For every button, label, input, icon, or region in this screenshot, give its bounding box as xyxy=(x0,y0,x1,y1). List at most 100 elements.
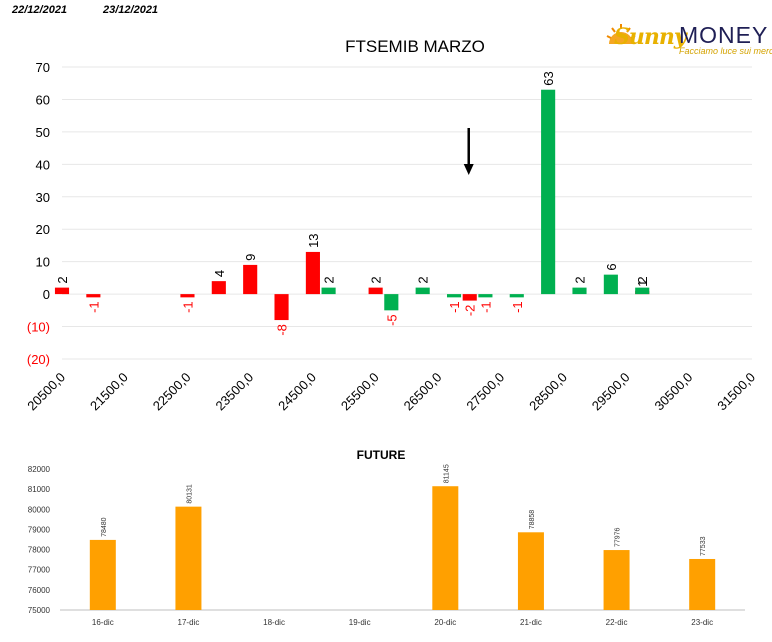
future-chart-title: FUTURE xyxy=(357,448,406,462)
down-arrow-annotation xyxy=(463,128,474,175)
y-tick-label: 70 xyxy=(36,60,50,75)
y-tick-label: 50 xyxy=(36,125,50,140)
data-label: 4 xyxy=(212,270,227,277)
future-bar xyxy=(89,539,116,610)
future-chart: FUTURE 75000 76000 77000 78000 79000 80000 810… xyxy=(28,448,745,627)
future-bar xyxy=(175,506,202,610)
data-label: 13 xyxy=(306,233,321,247)
data-label: 9 xyxy=(243,254,258,261)
x-tick-label: 24500,0 xyxy=(275,370,319,414)
green-bar xyxy=(635,287,650,295)
x-tick-label: 31500,0 xyxy=(714,370,758,414)
data-label: 2 xyxy=(416,276,431,283)
data-label: 81145 xyxy=(443,464,450,483)
x-tick-label: 19-dic xyxy=(349,618,371,627)
x-tick-label: 17-dic xyxy=(178,618,200,627)
data-label: -1 xyxy=(86,301,101,313)
green-bar xyxy=(446,294,462,298)
data-label: -1 xyxy=(180,301,195,313)
y-tick-label: 81000 xyxy=(28,485,51,494)
x-tick-label: 28500,0 xyxy=(526,370,570,414)
y-tick-label: 82000 xyxy=(28,465,51,474)
data-label: 6 xyxy=(604,263,619,270)
x-tick-label: 18-dic xyxy=(263,618,285,627)
data-label: 2 xyxy=(573,276,588,283)
y-tick-label: 79000 xyxy=(28,525,51,534)
data-label: 63 xyxy=(541,71,556,85)
green-bar xyxy=(321,287,336,295)
y-tick-label: (10) xyxy=(27,320,50,335)
x-tick-label: 22-dic xyxy=(606,618,628,627)
y-tick-label: 77000 xyxy=(28,566,51,575)
x-tick-label: 21500,0 xyxy=(87,370,131,414)
x-tick-label: 23-dic xyxy=(691,618,713,627)
data-label: 77533 xyxy=(700,536,707,556)
red-bar xyxy=(368,287,383,295)
data-label: 80131 xyxy=(186,484,193,504)
x-tick-label: 27500,0 xyxy=(463,370,507,414)
red-bar xyxy=(305,251,320,295)
x-tick-label: 20500,0 xyxy=(24,370,68,414)
red-bar xyxy=(462,294,477,301)
data-label: 2 xyxy=(55,276,70,283)
data-label: -1 xyxy=(478,301,493,313)
x-tick-label: 22500,0 xyxy=(150,370,194,414)
data-label: -2 xyxy=(463,305,478,317)
y-tick-label: 10 xyxy=(36,255,50,270)
ftsemib-options-chart: FTSEMIB MARZO (20) (10) 0 10 20 30 40 50 60 70 2 -… xyxy=(24,37,758,414)
x-tick-label: 23500,0 xyxy=(212,370,256,414)
data-label: -1 xyxy=(447,301,462,313)
future-bar xyxy=(603,550,630,610)
x-tick-label: 25500,0 xyxy=(338,370,382,414)
y-tick-label: 75000 xyxy=(28,606,51,615)
red-bar xyxy=(180,294,195,298)
x-tick-label: 16-dic xyxy=(92,618,114,627)
future-bar xyxy=(689,558,716,610)
x-tick-label: 20-dic xyxy=(434,618,456,627)
logo-tagline: Facciamo luce sui mercati xyxy=(679,46,772,56)
y-tick-label: 20 xyxy=(36,222,50,237)
data-label: 2 xyxy=(322,276,337,283)
data-label: -8 xyxy=(275,324,290,336)
brand-logo: Sunny MONEY Facciamo luce sui mercati xyxy=(604,16,772,58)
data-label: 77976 xyxy=(615,527,622,547)
red-bar xyxy=(54,287,70,295)
y-tick-label: 76000 xyxy=(28,586,51,595)
y-tick-label: 40 xyxy=(36,157,50,172)
green-bar xyxy=(541,89,556,295)
green-bar xyxy=(572,287,587,295)
data-label: -5 xyxy=(384,314,399,326)
data-label: 2 xyxy=(369,276,384,283)
future-bar xyxy=(517,532,544,610)
red-bar xyxy=(274,294,289,321)
date-left: 22/12/2021 xyxy=(12,4,68,16)
red-bar xyxy=(86,294,101,298)
green-bar xyxy=(415,287,430,295)
y-tick-label: 78000 xyxy=(28,546,51,555)
data-label: 2 xyxy=(635,276,650,283)
data-label: 1 xyxy=(635,280,650,287)
future-bar xyxy=(432,486,459,610)
y-tick-label: 60 xyxy=(36,92,50,107)
sun-icon xyxy=(606,24,636,44)
x-tick-label: 29500,0 xyxy=(589,370,633,414)
y-tick-label: 30 xyxy=(36,190,50,205)
date-right: 23/12/2021 xyxy=(103,4,159,16)
data-label: -1 xyxy=(510,301,525,313)
logo-money-text: MONEY xyxy=(679,22,769,48)
data-label: 78480 xyxy=(101,517,108,537)
x-tick-label: 21-dic xyxy=(520,618,542,627)
x-tick-label: 30500,0 xyxy=(652,370,696,414)
green-bar xyxy=(603,274,618,295)
data-label: 78858 xyxy=(529,510,536,530)
red-bar xyxy=(211,281,226,295)
y-tick-label: 80000 xyxy=(28,505,51,514)
logo-sunny-text: Sunny xyxy=(614,24,687,50)
chart-title: FTSEMIB MARZO xyxy=(345,37,485,56)
green-bar xyxy=(384,294,399,311)
y-tick-label: 0 xyxy=(43,287,50,302)
x-tick-label: 26500,0 xyxy=(401,370,445,414)
green-bar xyxy=(509,294,524,298)
y-tick-label: (20) xyxy=(27,352,50,367)
red-bar xyxy=(243,264,258,295)
